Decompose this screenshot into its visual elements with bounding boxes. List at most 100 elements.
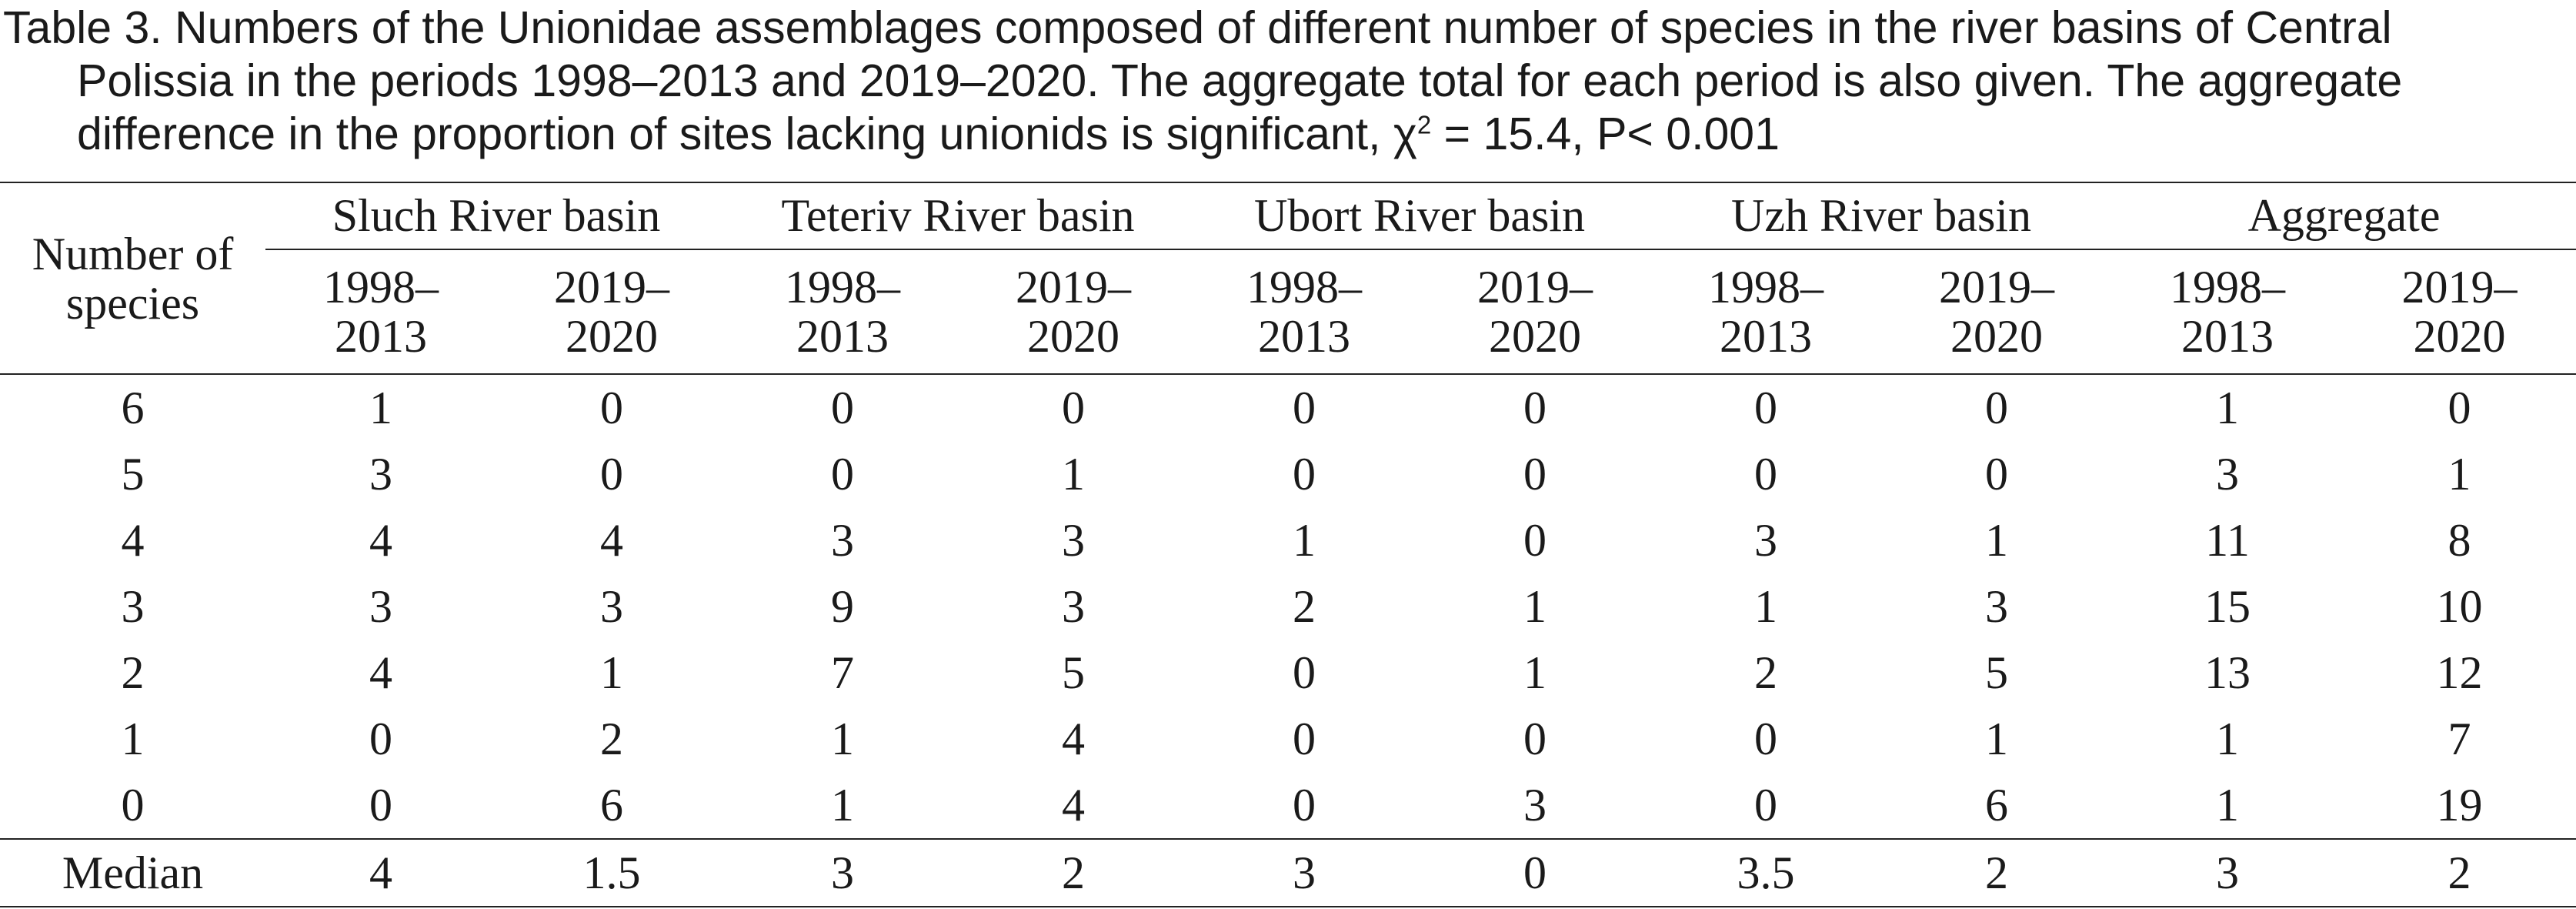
- value-cell: 6: [1985, 779, 2008, 830]
- table-caption: Table 3. Numbers of the Unionidae assemb…: [3, 2, 2570, 161]
- value-cell: 3: [1062, 514, 1085, 566]
- header-period-aggregate-1998: 1998–2013: [2112, 249, 2344, 375]
- value-cell: 7: [831, 647, 854, 698]
- value-cell: 0: [1293, 647, 1316, 698]
- species-count-cell: 2: [121, 647, 145, 698]
- caption-line-3-stat: = 15.4, P< 0.001: [1431, 109, 1780, 159]
- period-label: 2019–2020: [1939, 262, 2054, 362]
- value-cell: 3: [1754, 514, 1777, 566]
- value-cell: 0: [600, 448, 623, 500]
- value-cell: 0: [1523, 382, 1547, 433]
- value-cell: 0: [1293, 382, 1316, 433]
- header-period-uzh-2019: 2019–2020: [1881, 249, 2113, 375]
- value-cell: 11: [2205, 514, 2250, 566]
- value-cell: 1: [1062, 448, 1085, 500]
- header-group-teteriv: Teteriv River basin: [727, 182, 1189, 250]
- header-period-teteriv-1998: 1998–2013: [727, 249, 958, 375]
- header-group-sluch: Sluch River basin: [265, 182, 727, 250]
- chi-square-superscript: 2: [1416, 110, 1432, 139]
- value-cell: 1: [1293, 514, 1316, 566]
- header-group-uzh: Uzh River basin: [1650, 182, 2113, 250]
- value-cell: 0: [1754, 448, 1777, 500]
- median-value-cell: 3: [2112, 838, 2344, 907]
- header-group-aggregate: Aggregate: [2112, 182, 2576, 250]
- value-cell: 15: [2204, 580, 2251, 632]
- value-cell: 6: [600, 779, 623, 830]
- value-cell: 5: [1985, 647, 2008, 698]
- value-cell: 1: [1523, 647, 1547, 698]
- value-cell: 0: [1062, 382, 1085, 433]
- caption-line-3-text: difference in the proportion of sites la…: [77, 109, 1417, 159]
- value-cell: 0: [600, 382, 623, 433]
- median-value-cell: 4: [265, 838, 496, 907]
- header-number-of-species: Number of species: [0, 182, 265, 374]
- period-label: 2019–2020: [1477, 262, 1593, 362]
- value-cell: 3: [600, 580, 623, 632]
- value-cell: 3: [369, 448, 392, 500]
- value-cell: 1: [831, 779, 854, 830]
- value-cell: 0: [1293, 448, 1316, 500]
- value-cell: 1: [1523, 580, 1547, 632]
- value-cell: 0: [1985, 448, 2008, 500]
- species-count-cell: 6: [121, 382, 145, 433]
- value-cell: 0: [369, 713, 392, 764]
- header-period-ubort-1998: 1998–2013: [1189, 249, 1420, 375]
- value-cell: 1: [1985, 514, 2008, 566]
- species-count-cell: 3: [121, 580, 145, 632]
- period-label: 1998–2013: [1246, 262, 1362, 362]
- value-cell: 1: [600, 647, 623, 698]
- value-cell: 3: [369, 580, 392, 632]
- header-period-teteriv-2019: 2019–2020: [958, 249, 1189, 375]
- value-cell: 0: [1754, 713, 1777, 764]
- value-cell: 4: [369, 514, 392, 566]
- period-label: 1998–2013: [2170, 262, 2286, 362]
- value-cell: 4: [369, 647, 392, 698]
- period-label: 2019–2020: [2401, 262, 2518, 362]
- value-cell: 4: [1062, 779, 1085, 830]
- period-label: 2019–2020: [1016, 262, 1131, 362]
- table-row: 6 1 0 0 0 0 0 0 0 1 0: [0, 374, 2576, 441]
- median-value-cell: 3.5: [1650, 838, 1881, 907]
- value-cell: 5: [1062, 647, 1085, 698]
- value-cell: 1: [831, 713, 854, 764]
- value-cell: 13: [2204, 647, 2251, 698]
- value-cell: 8: [2448, 514, 2471, 566]
- caption-line-2: Polissia in the periods 1998–2013 and 20…: [77, 55, 2403, 106]
- caption-line-3: difference in the proportion of sites la…: [3, 108, 2570, 161]
- value-cell: 0: [831, 382, 854, 433]
- caption-line-1: Table 3. Numbers of the Unionidae assemb…: [3, 2, 2392, 53]
- value-cell: 0: [369, 779, 392, 830]
- value-cell: 9: [831, 580, 854, 632]
- value-cell: 4: [600, 514, 623, 566]
- value-cell: 3: [1985, 580, 2008, 632]
- table-row: 3 3 3 9 3 2 1 1 3 15 10: [0, 573, 2576, 640]
- value-cell: 4: [1062, 713, 1085, 764]
- period-label: 2019–2020: [554, 262, 669, 362]
- header-number-of-species-label: Number of species: [32, 228, 234, 329]
- median-value-cell: 2: [958, 838, 1189, 907]
- value-cell: 0: [1985, 382, 2008, 433]
- value-cell: 1: [2216, 779, 2240, 830]
- species-count-cell: 5: [121, 448, 145, 500]
- header-period-ubort-2019: 2019–2020: [1420, 249, 1650, 375]
- median-value-cell: 2: [2343, 838, 2576, 907]
- value-cell: 0: [1754, 779, 1777, 830]
- value-cell: 2: [1293, 580, 1316, 632]
- value-cell: 7: [2448, 713, 2471, 764]
- table-row: 5 3 0 0 1 0 0 0 0 3 1: [0, 441, 2576, 507]
- value-cell: 0: [1523, 448, 1547, 500]
- value-cell: 1: [2216, 382, 2240, 433]
- value-cell: 0: [1293, 779, 1316, 830]
- value-cell: 1: [369, 382, 392, 433]
- median-value-cell: 3: [1189, 838, 1420, 907]
- header-period-aggregate-2019: 2019–2020: [2343, 249, 2576, 375]
- header-period-sluch-1998: 1998–2013: [265, 249, 496, 375]
- value-cell: 0: [1523, 713, 1547, 764]
- value-cell: 1: [2216, 713, 2240, 764]
- value-cell: 10: [2436, 580, 2483, 632]
- species-count-cell: 4: [121, 514, 145, 566]
- value-cell: 0: [1293, 713, 1316, 764]
- value-cell: 3: [2216, 448, 2240, 500]
- median-label: Median: [0, 838, 265, 907]
- value-cell: 2: [600, 713, 623, 764]
